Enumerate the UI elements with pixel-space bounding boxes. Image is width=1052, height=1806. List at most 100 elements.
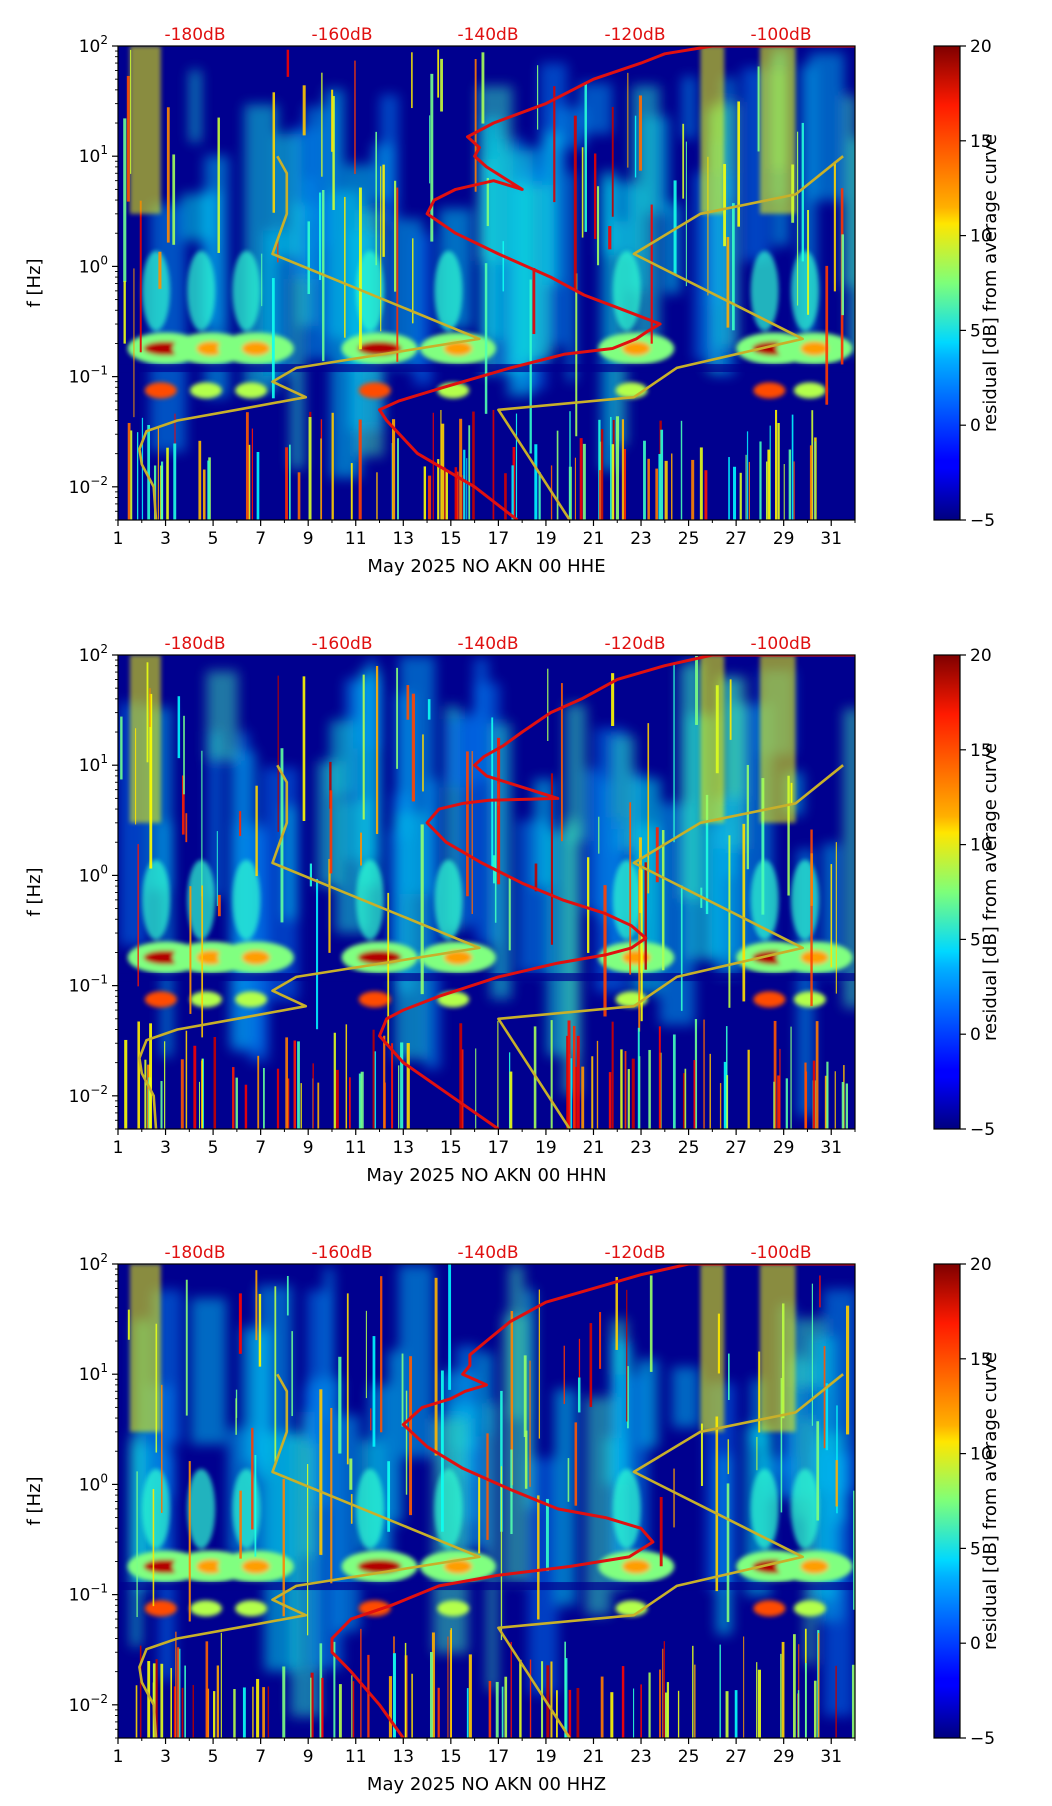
dark-band bbox=[118, 973, 855, 982]
spike bbox=[360, 1071, 364, 1129]
microseism-lower bbox=[189, 1600, 222, 1617]
spike bbox=[660, 429, 664, 520]
spike bbox=[504, 473, 507, 520]
spike bbox=[277, 235, 279, 263]
spike bbox=[310, 1672, 314, 1738]
spike bbox=[255, 785, 258, 877]
spike bbox=[733, 466, 737, 520]
spike bbox=[649, 1275, 653, 1372]
microseism-lower bbox=[235, 1600, 268, 1617]
spike bbox=[423, 466, 427, 520]
noise-band bbox=[601, 181, 635, 256]
spike bbox=[611, 444, 615, 520]
spike bbox=[331, 412, 334, 520]
microseism-lower bbox=[793, 1600, 826, 1617]
spike bbox=[300, 1083, 302, 1129]
spike bbox=[331, 89, 334, 152]
spike bbox=[599, 470, 601, 520]
y-tick-label: 100 bbox=[79, 862, 108, 886]
spike bbox=[213, 1037, 217, 1129]
spike bbox=[213, 1691, 216, 1738]
spike bbox=[781, 1641, 785, 1738]
microseism-lower bbox=[189, 382, 222, 399]
spike bbox=[773, 1081, 775, 1129]
microseism-upper bbox=[142, 1468, 171, 1549]
spike bbox=[663, 1641, 665, 1738]
spike bbox=[835, 842, 837, 994]
spike bbox=[603, 885, 607, 1017]
spike bbox=[166, 447, 169, 520]
spike bbox=[207, 460, 210, 520]
x-tick-label: 9 bbox=[303, 1138, 314, 1158]
noise-band bbox=[554, 1389, 577, 1606]
spike bbox=[591, 1056, 594, 1129]
spike bbox=[216, 831, 218, 907]
x-tick-label: 13 bbox=[392, 1138, 414, 1158]
spike bbox=[201, 750, 203, 897]
x-tick-label: 1 bbox=[113, 1138, 124, 1158]
top-db-axis: -180dB -160dB -140dB -120dB -100dB bbox=[164, 634, 811, 654]
spike bbox=[647, 723, 650, 894]
x-tick-label: 5 bbox=[208, 1138, 219, 1158]
db-tick-label: -140dB bbox=[457, 634, 518, 654]
spike bbox=[387, 892, 390, 1047]
spike bbox=[216, 1665, 219, 1738]
spike bbox=[743, 1636, 745, 1738]
spike bbox=[709, 1053, 711, 1129]
y-tick-label: 100 bbox=[79, 1471, 108, 1495]
spike bbox=[406, 685, 410, 720]
spike bbox=[568, 1689, 572, 1738]
plot-frame bbox=[117, 654, 856, 1130]
db-tick-label: -160dB bbox=[311, 634, 372, 654]
spike bbox=[726, 237, 730, 328]
x-tick-label: 23 bbox=[630, 1747, 652, 1767]
spectrogram-area bbox=[118, 46, 855, 520]
spike bbox=[233, 1689, 236, 1738]
spike bbox=[783, 464, 785, 520]
spike bbox=[705, 794, 709, 915]
spike bbox=[810, 829, 813, 1007]
spike bbox=[643, 440, 646, 520]
spike bbox=[759, 441, 762, 520]
spike bbox=[338, 1684, 342, 1738]
spike bbox=[434, 1277, 438, 1456]
spike bbox=[302, 85, 306, 136]
spike bbox=[391, 1043, 394, 1129]
colorbar-gradient bbox=[933, 45, 961, 521]
x-axis-label: May 2025 NO AKN 00 HHE bbox=[367, 556, 605, 577]
spike bbox=[267, 1686, 270, 1738]
spike bbox=[694, 1664, 696, 1738]
spike bbox=[338, 1356, 342, 1454]
spike bbox=[242, 1687, 246, 1738]
spike bbox=[427, 699, 431, 720]
microseism-core bbox=[241, 1559, 270, 1574]
spike bbox=[582, 443, 586, 520]
spike bbox=[440, 409, 442, 520]
spike bbox=[155, 1659, 158, 1738]
y-tick-label: 10−2 bbox=[69, 1692, 108, 1716]
db-tick-label: -180dB bbox=[164, 1243, 225, 1263]
spike bbox=[189, 886, 192, 1014]
microseism-lower bbox=[144, 382, 177, 399]
spike bbox=[608, 226, 612, 250]
spike bbox=[420, 824, 424, 995]
noise-band bbox=[490, 723, 512, 999]
spike bbox=[468, 1654, 472, 1738]
spike bbox=[319, 1389, 323, 1555]
microseism-core bbox=[241, 341, 270, 356]
spike bbox=[621, 419, 625, 520]
spike bbox=[297, 472, 301, 520]
x-tick-label: 1 bbox=[113, 529, 124, 549]
microseism-upper bbox=[612, 859, 641, 940]
spike bbox=[358, 419, 362, 520]
spike bbox=[398, 1065, 400, 1129]
spike bbox=[466, 1688, 469, 1738]
spike bbox=[729, 679, 732, 740]
spike bbox=[188, 1461, 191, 1622]
spike bbox=[310, 1677, 312, 1738]
noise-band bbox=[206, 671, 238, 761]
spike bbox=[534, 444, 538, 520]
x-tick-label: 19 bbox=[535, 1138, 557, 1158]
spike bbox=[814, 441, 816, 520]
spike bbox=[432, 412, 434, 520]
